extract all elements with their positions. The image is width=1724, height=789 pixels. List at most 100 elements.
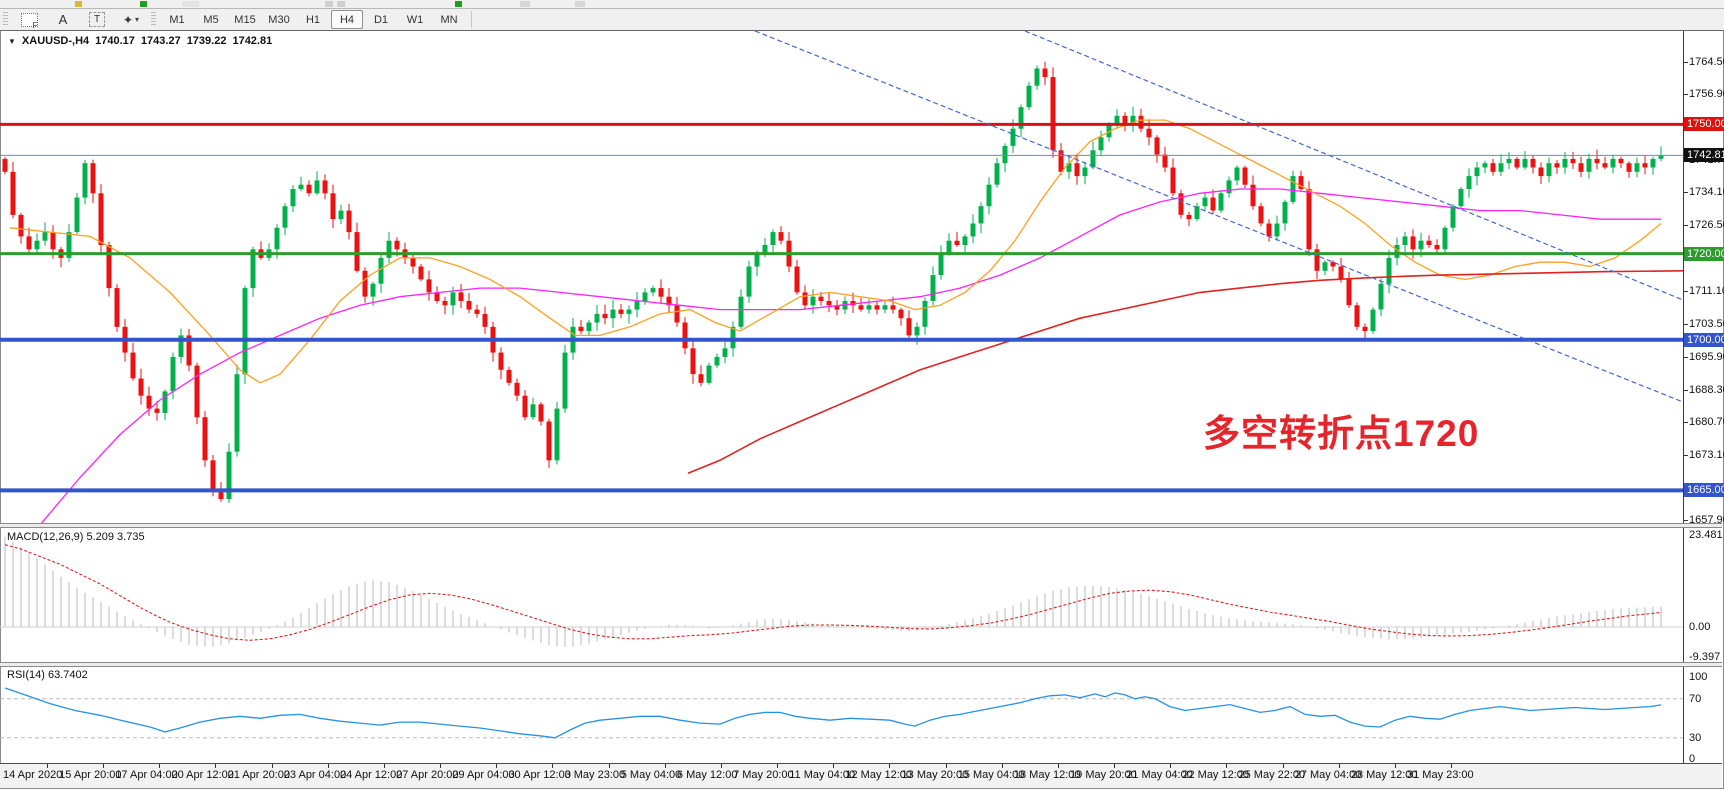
price-tick-label: 1695.90: [1689, 350, 1724, 363]
toolbar-fragment: [140, 1, 147, 7]
time-tick-mark: [103, 764, 105, 768]
rsi-axis-label: 70: [1689, 692, 1702, 705]
price-badge-1750.00: 1750.00: [1684, 117, 1724, 132]
time-tick-label: 28 May 12:00: [1350, 769, 1418, 781]
toolbar-fragment: [575, 1, 585, 7]
rsi-indicator-pane[interactable]: [0, 666, 1684, 763]
price-badge-1665.00: 1665.00: [1684, 483, 1724, 498]
timeframe-button-d1[interactable]: D1: [373, 13, 389, 26]
price-tick-mark: [1684, 422, 1688, 423]
time-tick-mark: [552, 764, 554, 768]
time-tick-label: 24 Apr 12:00: [339, 769, 403, 781]
macd-indicator-pane[interactable]: [0, 527, 1684, 663]
toolbar: F A T ✦ ▾ M1 M5 M15 M30 H1 H4 D1 W1 MN: [0, 9, 1724, 30]
time-tick-label: 17 Apr 04:00: [115, 769, 178, 781]
price-tick-mark: [1684, 225, 1688, 226]
toolbar-grip[interactable]: [3, 12, 8, 27]
ohlc-close: 1742.81: [232, 35, 273, 47]
timeframe-button-m15[interactable]: M15: [234, 13, 256, 26]
annotation-text: 多空转折点1720: [1203, 413, 1480, 454]
time-tick-label: 21 May 04:00: [1126, 769, 1193, 781]
time-tick-label: 21 Apr 20:00: [227, 769, 291, 781]
price-tick-mark: [1684, 291, 1688, 292]
timeframe-button-h1[interactable]: H1: [305, 13, 321, 26]
time-tick-mark: [327, 764, 329, 768]
macd-axis-label: 0.00: [1689, 621, 1711, 633]
toolbar-grip[interactable]: [151, 12, 156, 27]
time-tick-label: 27 Apr 20:00: [396, 769, 459, 781]
time-tick-label: 25 May 22:00: [1238, 769, 1306, 781]
time-tick-label: 30 Apr 12:00: [508, 769, 571, 781]
timeframe-button-h4[interactable]: H4: [331, 10, 363, 29]
main-price-chart[interactable]: [0, 31, 1684, 523]
time-tick-mark: [833, 764, 835, 768]
rsi-axis-label: 100: [1689, 671, 1708, 683]
ma-red: [687, 270, 1684, 474]
time-tick-mark: [889, 764, 891, 768]
text-tool-button[interactable]: T: [81, 10, 113, 29]
macd-axis-label: 23.481: [1689, 529, 1723, 542]
time-tick-mark: [1114, 764, 1116, 768]
time-tick-label: 23 Apr 04:00: [283, 769, 347, 781]
symbol-name: XAUUSD-,H4: [21, 35, 90, 47]
ma-orange: [9, 119, 1662, 384]
timeframe-button-m30[interactable]: M30: [268, 13, 290, 26]
trendline-2[interactable]: [1024, 31, 1684, 301]
price-tick-label: 1764.50: [1689, 55, 1724, 68]
toolbar-fragment: [520, 1, 530, 7]
time-tick-label: 7 May 20:00: [733, 769, 794, 781]
timeframe-button-w1[interactable]: W1: [406, 13, 424, 26]
time-tick-mark: [664, 764, 666, 768]
time-tick-label: 19 May 20:00: [1070, 769, 1137, 781]
time-tick-label: 22 May 12:00: [1182, 769, 1250, 781]
time-tick-mark: [720, 764, 722, 768]
ohlc-low: 1739.22: [186, 35, 227, 47]
symbol-dropdown-icon[interactable]: ▼: [8, 36, 16, 46]
rsi-axis-label: 0: [1689, 753, 1696, 765]
price-tick-label: 1688.30: [1689, 383, 1724, 396]
timeframe-button-mn[interactable]: MN: [440, 13, 458, 26]
time-tick-mark: [496, 764, 498, 768]
toolbar-fragment: [337, 1, 345, 7]
price-tick-label: 1680.70: [1689, 416, 1724, 429]
timeframe-button-m1[interactable]: M1: [169, 13, 185, 26]
price-tick-label: 1673.10: [1689, 449, 1724, 462]
toolbar-separator: [471, 11, 472, 28]
text-label-tool-button[interactable]: A: [47, 10, 79, 29]
time-tick-mark: [1282, 764, 1284, 768]
price-tick-mark: [1684, 520, 1688, 521]
text-box-icon: T: [89, 12, 105, 27]
time-tick-mark: [1057, 764, 1059, 768]
time-tick-mark: [215, 764, 217, 768]
time-tick-label: 5 May 04:00: [620, 769, 682, 781]
price-badge-1742.81: 1742.81: [1684, 148, 1724, 163]
time-tick-label: 6 May 12:00: [676, 769, 738, 781]
text-label-icon: A: [58, 12, 68, 27]
price-tick-mark: [1684, 94, 1688, 95]
pane-divider[interactable]: [0, 523, 1722, 528]
symbol-title[interactable]: ▼ XAUUSD-,H4 1740.17 1743.27 1739.22 174…: [8, 35, 272, 47]
time-tick-mark: [777, 764, 779, 768]
time-tick-mark: [1394, 764, 1396, 768]
time-tick-label: 12 May 12:00: [845, 769, 913, 781]
crosshair-template-button[interactable]: F: [13, 10, 45, 30]
toolbar-fragment: [455, 1, 462, 7]
macd-histogram: [4, 536, 1662, 647]
time-tick-mark: [271, 764, 273, 768]
trendline-1[interactable]: [754, 31, 1684, 403]
time-tick-mark: [1001, 764, 1003, 768]
time-tick-mark: [47, 764, 48, 768]
time-tick-mark: [1451, 764, 1452, 768]
price-tick-mark: [1684, 390, 1688, 391]
chevron-down-icon: ▾: [135, 15, 140, 24]
pane-divider[interactable]: [0, 662, 1722, 667]
rsi-label: RSI(14) 63.7402: [7, 669, 88, 681]
shapes-tool-button[interactable]: ✦ ▾: [115, 10, 147, 29]
time-axis[interactable]: 14 Apr 2020 15 Apr 20:00 17 Apr 04:00 20 Ap…: [0, 763, 1722, 788]
price-tick-mark: [1684, 324, 1688, 325]
price-tick-label: 1756.90: [1689, 88, 1724, 101]
toolbar-fragment: [75, 1, 82, 7]
time-tick-mark: [1226, 764, 1228, 768]
timeframe-button-m5[interactable]: M5: [203, 13, 219, 26]
ohlc-high: 1743.27: [140, 35, 181, 47]
